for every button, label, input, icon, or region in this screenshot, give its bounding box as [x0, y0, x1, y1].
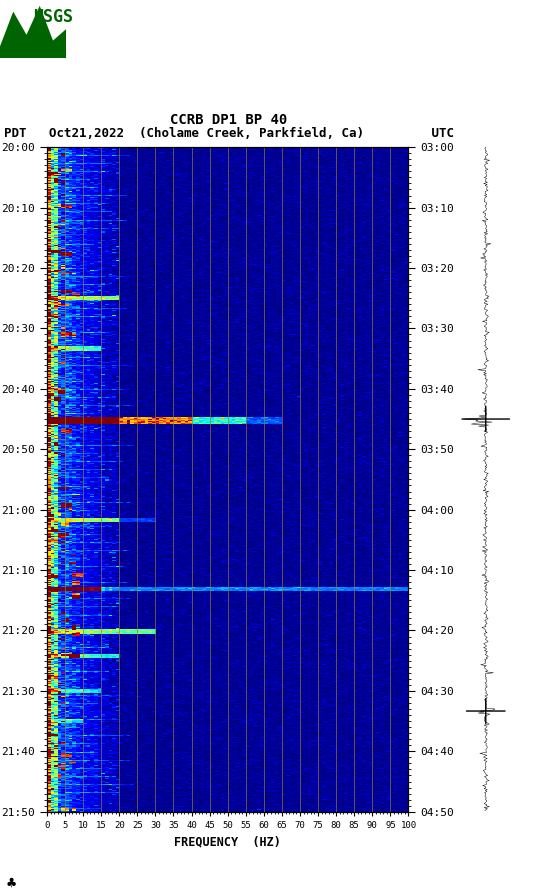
Text: PDT   Oct21,2022  (Cholame Creek, Parkfield, Ca)         UTC: PDT Oct21,2022 (Cholame Creek, Parkfield…: [4, 127, 454, 140]
Text: CCRB DP1 BP 40: CCRB DP1 BP 40: [171, 112, 288, 127]
Polygon shape: [0, 6, 66, 58]
Text: ♣: ♣: [6, 876, 17, 889]
X-axis label: FREQUENCY  (HZ): FREQUENCY (HZ): [174, 835, 281, 848]
Text: USGS: USGS: [33, 8, 73, 26]
